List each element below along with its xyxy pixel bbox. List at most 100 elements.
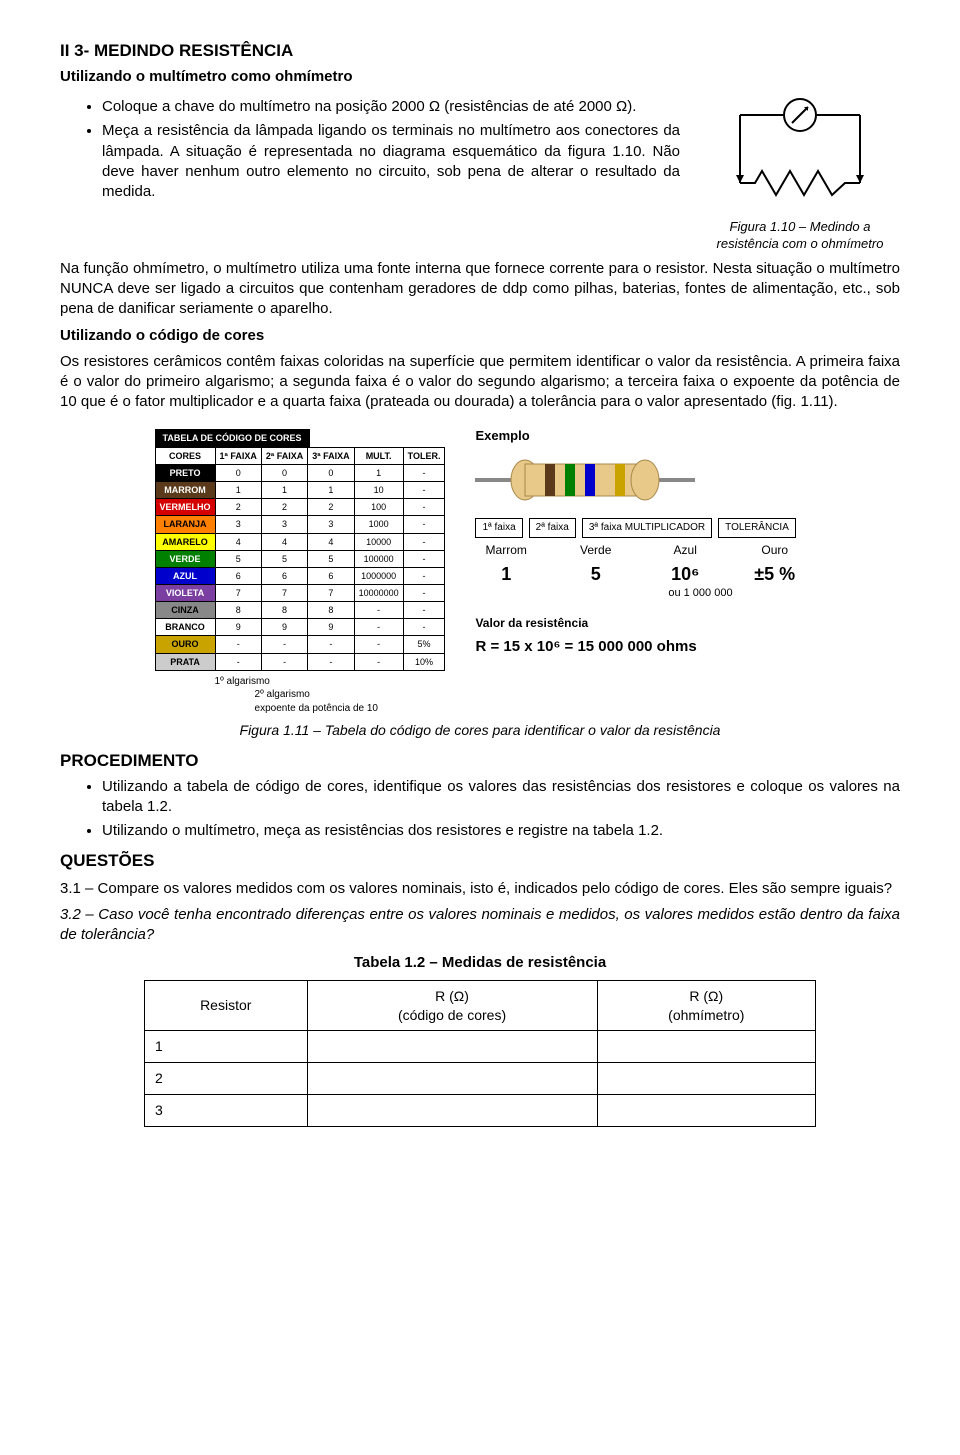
table-cell: 7: [215, 584, 261, 601]
example-value: 1: [475, 562, 537, 586]
table-row: PRETO0001-: [155, 464, 445, 481]
example-value: 10⁶: [654, 562, 716, 586]
color-swatch: VERMELHO: [155, 499, 215, 516]
table-cell: -: [403, 499, 445, 516]
table-cell: [597, 1031, 815, 1063]
subsection-2: Utilizando o código de cores: [60, 326, 900, 346]
example-box: TOLERÂNCIA: [718, 518, 796, 538]
table-cell: 8: [261, 602, 307, 619]
table-cell: -: [261, 653, 307, 670]
example-title: Exemplo: [475, 427, 805, 445]
table-cell: -: [403, 464, 445, 481]
table-cell: 1: [261, 482, 307, 499]
table-col-header: R (Ω) (código de cores): [307, 980, 597, 1031]
table-cell: -: [403, 516, 445, 533]
table-row: AZUL6661000000-: [155, 567, 445, 584]
table-col-header: Resistor: [145, 980, 308, 1031]
table-col-header: CORES: [155, 447, 215, 464]
questoes-title: QUESTÕES: [60, 850, 900, 873]
bullet-item: Utilizando a tabela de código de cores, …: [102, 777, 900, 818]
example-label: Ouro: [744, 542, 806, 558]
example-subval: ou 1 000 000: [595, 586, 805, 601]
color-swatch: MARROM: [155, 482, 215, 499]
table-cell: [597, 1095, 815, 1127]
table-cell: 1: [354, 464, 403, 481]
table-cell: 6: [308, 567, 354, 584]
table-cell: [597, 1063, 815, 1095]
example-value: 5: [565, 562, 627, 586]
color-swatch: OURO: [155, 636, 215, 653]
table-col-header: R (Ω) (ohmímetro): [597, 980, 815, 1031]
color-swatch: BRANCO: [155, 619, 215, 636]
table-cell: -: [215, 653, 261, 670]
table-cell: 3: [215, 516, 261, 533]
question-1: 3.1 – Compare os valores medidos com os …: [60, 879, 900, 899]
table-cell: 4: [261, 533, 307, 550]
table-row: MARROM11110-: [155, 482, 445, 499]
table-cell: 8: [308, 602, 354, 619]
example-box: 2ª faixa: [529, 518, 576, 538]
example-value: ±5 %: [744, 562, 806, 586]
table-cell: 10: [354, 482, 403, 499]
example-label: Marrom: [475, 542, 537, 558]
paragraph: Os resistores cerâmicos contêm faixas co…: [60, 352, 900, 413]
table-row: 3: [145, 1095, 816, 1127]
color-swatch: VIOLETA: [155, 584, 215, 601]
table-cell: 7: [261, 584, 307, 601]
table-cell: 6: [215, 567, 261, 584]
color-swatch: PRETO: [155, 464, 215, 481]
table-cell: -: [403, 584, 445, 601]
table-cell: -: [403, 567, 445, 584]
table-cell: -: [354, 653, 403, 670]
table-cell: -: [403, 550, 445, 567]
example-res-label: Valor da resistência: [475, 615, 805, 631]
bullet-list-proc: Utilizando a tabela de código de cores, …: [60, 777, 900, 842]
table-row: OURO----5%: [155, 636, 445, 653]
annotation: 2º algarismo: [255, 688, 446, 702]
table-cell: 3: [261, 516, 307, 533]
table-cell: 10000000: [354, 584, 403, 601]
bullet-item: Coloque a chave do multímetro na posição…: [102, 97, 680, 117]
color-code-table: CORES1ª FAIXA2ª FAIXA3ª FAIXAMULT.TOLER.…: [155, 447, 446, 671]
table-cell: 3: [308, 516, 354, 533]
table-cell: -: [403, 602, 445, 619]
paragraph: Na função ohmímetro, o multímetro utiliz…: [60, 259, 900, 320]
example-formula: R = 15 x 10⁶ = 15 000 000 ohms: [475, 637, 805, 657]
color-swatch: PRATA: [155, 653, 215, 670]
bullet-list-1: Coloque a chave do multímetro na posição…: [60, 97, 680, 202]
table-cell: [307, 1063, 597, 1095]
table-cell: 0: [215, 464, 261, 481]
table-cell: 100000: [354, 550, 403, 567]
table-col-header: 1ª FAIXA: [215, 447, 261, 464]
table-row: PRATA----10%: [155, 653, 445, 670]
procedimento-title: PROCEDIMENTO: [60, 750, 900, 773]
table-col-header: MULT.: [354, 447, 403, 464]
section-title: II 3- MEDINDO RESISTÊNCIA: [60, 40, 900, 63]
table-row: CINZA888--: [155, 602, 445, 619]
annotation: 1º algarismo: [215, 675, 446, 689]
table-cell: 5: [215, 550, 261, 567]
table-cell: -: [215, 636, 261, 653]
table-cell: 0: [308, 464, 354, 481]
table-cell: 1000000: [354, 567, 403, 584]
question-2: 3.2 – Caso você tenha encontrado diferen…: [60, 905, 900, 946]
table-cell: 5: [261, 550, 307, 567]
table-cell: 1: [145, 1031, 308, 1063]
measurement-table: ResistorR (Ω) (código de cores)R (Ω) (oh…: [144, 980, 816, 1127]
table-cell: 9: [215, 619, 261, 636]
table-row: BRANCO999--: [155, 619, 445, 636]
color-swatch: CINZA: [155, 602, 215, 619]
table-row: 2: [145, 1063, 816, 1095]
table-cell: 2: [145, 1063, 308, 1095]
table-cell: -: [308, 653, 354, 670]
table-cell: -: [354, 636, 403, 653]
table-cell: 1: [308, 482, 354, 499]
table-cell: 10%: [403, 653, 445, 670]
annotation: expoente da potência de 10: [255, 702, 446, 716]
figure-111: TABELA DE CÓDIGO DE CORES CORES1ª FAIXA2…: [60, 427, 900, 716]
table-cell: 1000: [354, 516, 403, 533]
table-cell: [307, 1095, 597, 1127]
color-swatch: LARANJA: [155, 516, 215, 533]
example-box: 1ª faixa: [475, 518, 522, 538]
table-cell: -: [354, 602, 403, 619]
